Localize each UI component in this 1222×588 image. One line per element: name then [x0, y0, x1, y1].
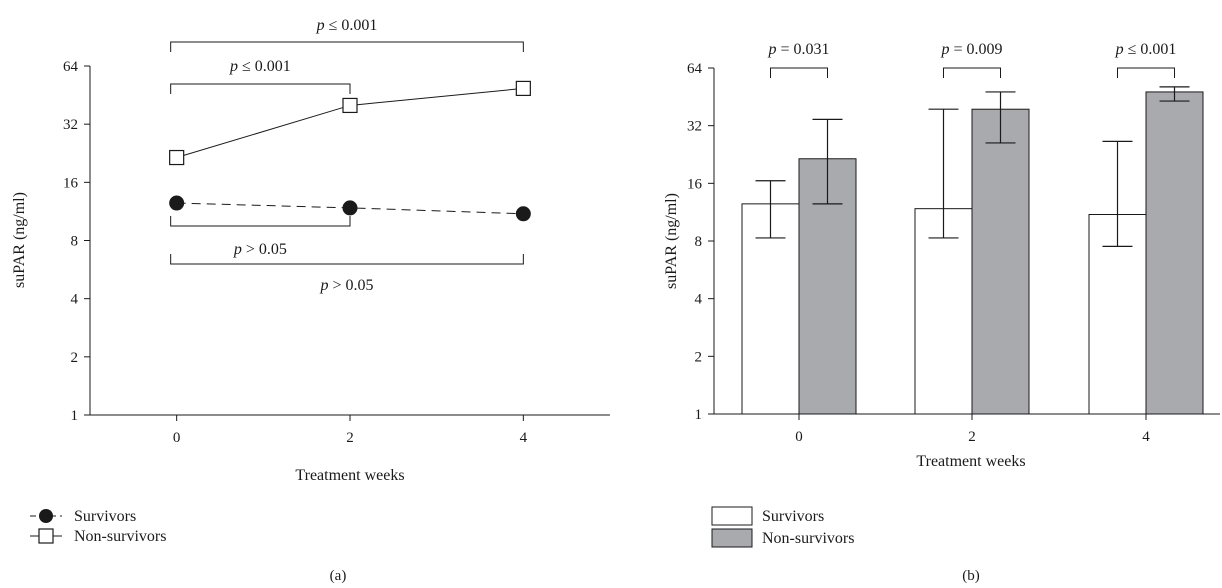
panel-b-bar-non-survivors	[1145, 91, 1204, 415]
panel-b-significance-label: p = 0.031	[767, 41, 829, 58]
panel-b-bar-survivors	[914, 208, 973, 415]
panel-a-significance-label: p > 0.05	[319, 277, 373, 294]
panel-a-significance-bracket	[170, 41, 524, 52]
panel-b-y-tick-label: 64	[687, 61, 703, 77]
panel-b-y-tick-label: 2	[695, 349, 703, 365]
panel-a-point-survivors	[169, 195, 185, 211]
panel-a-significance-bracket	[170, 254, 524, 265]
panel-b-legend-label: Non-survivors	[762, 530, 854, 547]
panel-a-significance-bracket	[170, 83, 351, 94]
panel-a-significance-label: p ≤ 0.001	[229, 58, 291, 75]
panel-a-significance-label: p ≤ 0.001	[316, 17, 378, 34]
panel-b-significance-brackets: p = 0.031 p = 0.009 p ≤ 0.001	[767, 41, 1176, 78]
panel-a-series	[169, 80, 531, 222]
panel-b-y-ticks: 1 2 4 8 16 32 64	[687, 61, 714, 423]
panel-b-significance-label: p ≤ 0.001	[1115, 41, 1177, 58]
panel-a-x-axis-title: Treatment weeks	[295, 467, 404, 484]
panel-b-label: (b)	[962, 568, 980, 584]
panel-b-significance-bracket	[943, 67, 1001, 78]
panel-a-significance-bracket	[170, 216, 351, 227]
panel-a-y-tick-label: 1	[71, 408, 79, 424]
panel-a-point-non-survivors	[515, 80, 531, 97]
panel-a-y-tick-label: 4	[71, 292, 79, 308]
panel-a-y-tick-label: 2	[71, 350, 79, 366]
panel-b-bar-non-survivors	[971, 108, 1030, 415]
panel-b-x-tick-label: 2	[968, 429, 976, 445]
panel-b-error-bar	[1159, 86, 1190, 102]
panel-a-label: (a)	[330, 568, 347, 584]
panel-b-legend-swatch	[711, 506, 753, 526]
panel-b: 1 2 4 8 16 32 64 0 2 4 Treatment weeks suPAR (ng…	[663, 41, 1220, 584]
panel-a-y-tick-label: 64	[63, 59, 79, 75]
panel-b-significance-bracket	[770, 67, 828, 78]
panel-b-y-tick-label: 4	[695, 292, 703, 308]
panel-a-y-tick-label: 16	[63, 175, 79, 191]
panel-a-y-tick-label: 8	[71, 234, 79, 250]
panel-b-significance-bracket	[1117, 67, 1175, 78]
panel-b-error-bar	[1102, 140, 1133, 247]
panel-a-point-survivors	[342, 200, 358, 216]
panel-b-x-axis-title: Treatment weeks	[916, 453, 1025, 470]
panel-b-x-ticks: 0 2 4	[795, 414, 1150, 445]
panel-a: 1 2 4 8 16 32 64 0 2 4 Treatment weeks suPAR (ng…	[11, 17, 610, 584]
panel-b-error-bar	[755, 180, 786, 239]
panel-a-y-tick-label: 32	[63, 117, 78, 133]
panel-b-legend-swatch	[711, 528, 753, 548]
panel-b-legend-label: Survivors	[762, 508, 824, 525]
panel-a-legend-marker	[38, 528, 54, 544]
panel-b-error-bar	[928, 108, 959, 239]
panel-a-y-ticks: 1 2 4 8 16 32 64	[63, 59, 90, 424]
panel-a-point-survivors	[515, 206, 531, 222]
panel-a-x-tick-label: 2	[346, 430, 354, 446]
panel-b-error-bar	[985, 91, 1016, 144]
panel-b-legend: Survivors Non-survivors	[711, 506, 854, 548]
panel-b-bars	[741, 86, 1204, 415]
panel-a-point-non-survivors	[342, 97, 358, 114]
panel-b-y-tick-label: 16	[687, 176, 703, 192]
panel-a-x-tick-label: 0	[173, 430, 181, 446]
panel-a-point-non-survivors	[169, 149, 185, 166]
panel-a-x-ticks: 0 2 4	[173, 415, 528, 446]
panel-b-y-tick-label: 8	[695, 234, 703, 250]
panel-a-legend-marker	[39, 509, 53, 523]
panel-b-bar-survivors	[1088, 214, 1147, 415]
panel-b-y-tick-label: 1	[695, 407, 703, 423]
panel-a-x-tick-label: 4	[520, 430, 528, 446]
panel-b-error-bar	[812, 118, 843, 205]
panel-a-legend-label: Survivors	[74, 508, 136, 525]
panel-b-y-axis-title: suPAR (ng/ml)	[663, 193, 680, 289]
panel-b-significance-label: p = 0.009	[940, 41, 1002, 58]
panel-b-y-tick-label: 32	[687, 119, 702, 135]
panel-a-y-axis-title: suPAR (ng/ml)	[11, 192, 28, 288]
panel-b-x-tick-label: 0	[795, 429, 803, 445]
panel-a-significance-brackets: p ≤ 0.001 p ≤ 0.001 p > 0.05 p > 0.05	[170, 17, 524, 294]
panel-b-bar-survivors	[741, 203, 800, 415]
panel-a-axes	[89, 66, 610, 416]
panel-a-legend-label: Non-survivors	[74, 528, 166, 545]
panel-a-significance-label: p > 0.05	[233, 241, 287, 258]
panel-a-legend: Survivors Non-survivors	[30, 508, 166, 545]
panel-b-x-tick-label: 4	[1142, 429, 1150, 445]
